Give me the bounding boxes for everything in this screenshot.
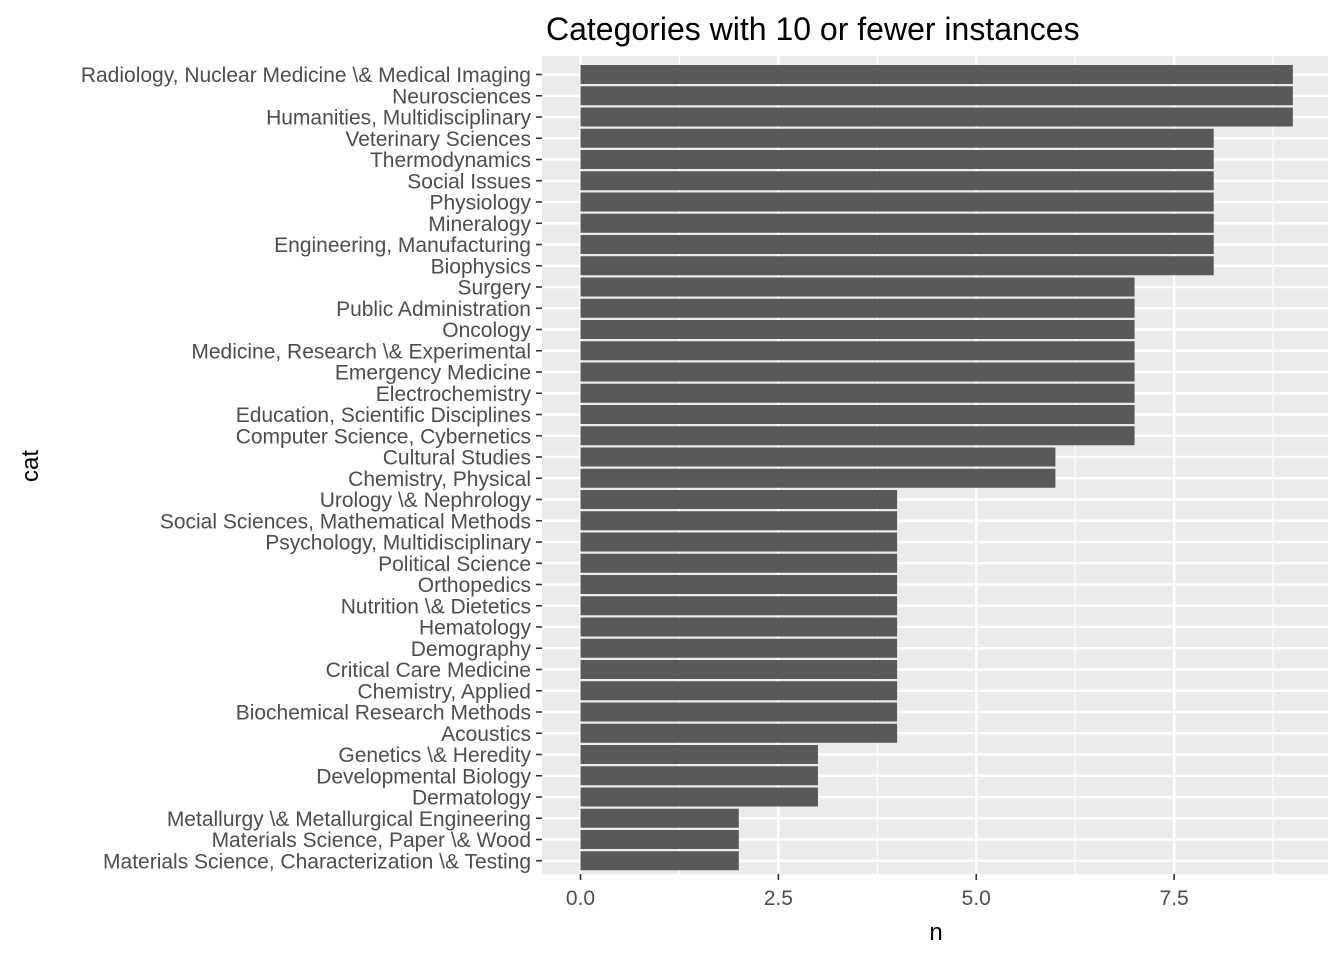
bar: [580, 405, 1135, 424]
y-tick-label: Acoustics: [441, 723, 531, 746]
bar: [580, 511, 898, 531]
bar: [580, 553, 898, 573]
bar: [580, 320, 1135, 339]
y-tick-label: Chemistry, Physical: [348, 468, 531, 491]
y-tick-label: Hematology: [419, 617, 532, 640]
y-tick-label: Biophysics: [431, 255, 531, 278]
bar: [580, 830, 739, 849]
x-axis-ticks: 0.0 2.5 5.0 7.5: [566, 874, 1189, 910]
bar: [580, 298, 1135, 318]
y-tick-label: Humanities, Multidisciplinary: [266, 107, 531, 130]
y-tick-label: Medicine, Research \& Experimental: [191, 340, 531, 363]
bar: [580, 426, 1135, 446]
y-tick-label: Social Issues: [407, 170, 531, 193]
bar: [580, 808, 739, 828]
bar: [580, 107, 1293, 127]
bar: [580, 447, 1056, 467]
y-tick-label: Neurosciences: [392, 85, 531, 108]
bar: [580, 638, 898, 658]
bar: [580, 192, 1214, 212]
y-tick-label: Emergency Medicine: [335, 362, 531, 385]
bar: [580, 277, 1135, 297]
bar: [580, 532, 898, 552]
bar: [580, 213, 1214, 233]
y-tick-label: Surgery: [457, 277, 531, 300]
bar: [580, 681, 898, 701]
bar: [580, 490, 898, 509]
y-tick-label: Public Administration: [336, 298, 531, 321]
y-tick-label: Critical Care Medicine: [326, 659, 531, 682]
x-tick-label: 7.5: [1160, 887, 1189, 910]
y-axis-ticks: Radiology, Nuclear Medicine \& Medical I…: [81, 64, 542, 873]
bar: [580, 702, 898, 722]
y-tick-label: Oncology: [442, 319, 531, 342]
bar: [580, 660, 898, 679]
bar: [580, 362, 1135, 382]
bar: [580, 851, 739, 871]
y-axis-title: cat: [17, 450, 44, 482]
x-axis-title: n: [929, 919, 942, 946]
bar: [580, 128, 1214, 148]
y-tick-label: Veterinary Sciences: [345, 128, 531, 151]
y-tick-label: Education, Scientific Disciplines: [236, 404, 531, 427]
y-tick-label: Electrochemistry: [376, 383, 532, 406]
bar: [580, 745, 818, 764]
y-tick-label: Cultural Studies: [383, 447, 531, 470]
bar: [580, 766, 818, 786]
bar: [580, 235, 1214, 254]
y-tick-label: Nutrition \& Dietetics: [341, 595, 531, 618]
bar: [580, 383, 1135, 403]
y-tick-label: Mineralogy: [428, 213, 531, 236]
bar: [580, 787, 818, 807]
bar: [580, 723, 898, 743]
bar: [580, 596, 898, 616]
bar: [580, 468, 1056, 488]
y-tick-label: Political Science: [378, 553, 531, 576]
bar: [580, 150, 1214, 169]
y-tick-label: Materials Science, Characterization \& T…: [103, 850, 531, 873]
y-tick-label: Developmental Biology: [316, 765, 531, 788]
y-tick-label: Radiology, Nuclear Medicine \& Medical I…: [81, 64, 531, 87]
bar: [580, 575, 898, 594]
chart-title: Categories with 10 or fewer instances: [546, 11, 1080, 47]
bar: [580, 86, 1293, 106]
bar: [580, 171, 1214, 191]
y-tick-label: Biochemical Research Methods: [236, 702, 531, 725]
x-tick-label: 0.0: [566, 887, 595, 910]
y-tick-label: Social Sciences, Mathematical Methods: [160, 510, 531, 533]
y-tick-label: Materials Science, Paper \& Wood: [212, 829, 531, 852]
y-tick-label: Thermodynamics: [370, 149, 531, 172]
x-tick-label: 5.0: [962, 887, 991, 910]
y-tick-label: Metallurgy \& Metallurgical Engineering: [167, 808, 531, 831]
y-tick-label: Chemistry, Applied: [357, 680, 531, 703]
bar: [580, 65, 1293, 84]
y-tick-label: Physiology: [429, 192, 531, 215]
bar: [580, 256, 1214, 276]
y-tick-label: Urology \& Nephrology: [320, 489, 532, 512]
y-tick-label: Genetics \& Heredity: [338, 744, 531, 767]
y-tick-label: Demography: [411, 638, 532, 661]
y-tick-label: Computer Science, Cybernetics: [236, 425, 531, 448]
bar: [580, 341, 1135, 361]
y-tick-label: Orthopedics: [418, 574, 531, 597]
y-tick-label: Dermatology: [412, 787, 532, 810]
y-tick-label: Psychology, Multidisciplinary: [265, 532, 531, 555]
bars: [580, 65, 1293, 871]
y-tick-label: Engineering, Manufacturing: [274, 234, 531, 257]
x-tick-label: 2.5: [764, 887, 793, 910]
bar: [580, 617, 898, 637]
